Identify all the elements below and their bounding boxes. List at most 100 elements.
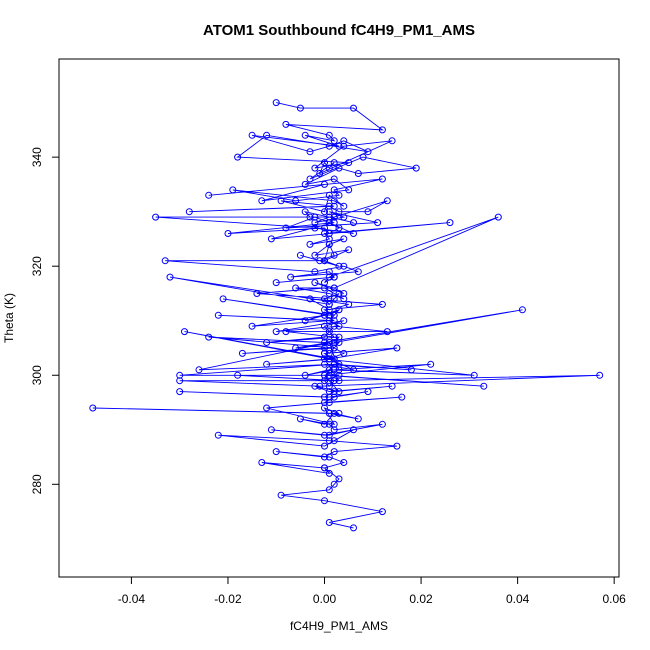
data-point bbox=[321, 442, 328, 450]
data-point bbox=[325, 328, 333, 336]
data-point bbox=[272, 328, 280, 336]
data-point bbox=[388, 382, 396, 390]
x-tick-label: 0.04 bbox=[506, 592, 530, 606]
data-point bbox=[330, 284, 338, 292]
data-point bbox=[316, 382, 324, 390]
data-point bbox=[330, 322, 338, 330]
data-point bbox=[311, 382, 319, 390]
data-point bbox=[407, 366, 415, 374]
data-point bbox=[340, 459, 348, 466]
data-point bbox=[205, 333, 213, 341]
data-point bbox=[238, 349, 246, 357]
data-point bbox=[321, 230, 328, 237]
data-point bbox=[277, 197, 285, 205]
y-axis-label: Theta (K) bbox=[2, 293, 16, 343]
data-point bbox=[325, 230, 333, 237]
x-tick-label: 0.02 bbox=[409, 592, 433, 606]
data-point bbox=[219, 295, 227, 303]
data-point bbox=[350, 524, 357, 532]
data-point bbox=[330, 219, 338, 227]
data-point bbox=[350, 104, 357, 112]
data-point bbox=[340, 213, 348, 221]
data-point bbox=[272, 448, 280, 456]
data-point bbox=[325, 409, 333, 417]
data-point bbox=[229, 186, 237, 194]
data-point bbox=[263, 360, 271, 368]
data-point bbox=[378, 175, 386, 183]
data-point bbox=[306, 295, 314, 303]
data-point bbox=[335, 388, 343, 396]
data-point bbox=[330, 355, 338, 363]
data-layer bbox=[89, 99, 604, 532]
data-point bbox=[325, 420, 333, 428]
data-point bbox=[364, 148, 372, 156]
data-point bbox=[340, 202, 348, 210]
data-point bbox=[248, 322, 256, 330]
data-point bbox=[325, 317, 333, 325]
data-point bbox=[330, 186, 338, 194]
data-point bbox=[301, 371, 309, 379]
data-point bbox=[330, 426, 338, 434]
data-point bbox=[340, 290, 348, 297]
data-point bbox=[325, 339, 333, 346]
data-point bbox=[277, 491, 285, 499]
data-point bbox=[321, 355, 328, 363]
data-point bbox=[427, 360, 435, 368]
data-point bbox=[518, 306, 526, 314]
data-point bbox=[330, 333, 338, 341]
data-point bbox=[330, 448, 338, 456]
data-point bbox=[330, 393, 338, 401]
data-point bbox=[272, 279, 280, 287]
data-point bbox=[378, 300, 386, 308]
data-point bbox=[335, 409, 343, 417]
data-point bbox=[330, 251, 338, 259]
data-point bbox=[330, 409, 338, 417]
data-point bbox=[340, 295, 348, 303]
data-point bbox=[325, 219, 333, 227]
data-point bbox=[480, 382, 488, 390]
chart-title: ATOM1 Southbound fC4H9_PM1_AMS bbox=[203, 22, 475, 39]
data-point bbox=[321, 464, 328, 472]
data-point bbox=[470, 371, 478, 379]
data-point bbox=[325, 393, 333, 401]
data-point bbox=[378, 508, 386, 516]
data-point bbox=[446, 219, 454, 227]
data-point bbox=[383, 328, 391, 336]
data-point bbox=[321, 333, 328, 341]
data-point bbox=[176, 377, 184, 385]
data-point bbox=[321, 497, 328, 505]
data-point bbox=[340, 349, 348, 357]
data-point bbox=[330, 344, 338, 352]
data-point bbox=[325, 311, 333, 319]
data-point bbox=[311, 164, 319, 172]
data-point bbox=[335, 164, 343, 172]
data-point bbox=[350, 366, 357, 374]
data-point bbox=[321, 322, 328, 330]
data-point bbox=[325, 191, 333, 199]
data-point bbox=[330, 159, 338, 167]
data-point bbox=[325, 371, 333, 379]
data-point bbox=[267, 235, 275, 243]
data-point bbox=[166, 273, 174, 281]
data-point bbox=[330, 197, 338, 205]
data-point bbox=[335, 339, 343, 346]
data-point bbox=[330, 311, 338, 319]
data-point bbox=[267, 426, 275, 434]
data-point bbox=[301, 208, 309, 216]
data-point bbox=[340, 262, 348, 270]
data-point bbox=[214, 311, 222, 319]
data-point bbox=[596, 371, 604, 379]
data-point bbox=[287, 273, 295, 281]
data-point bbox=[205, 191, 213, 199]
data-point bbox=[311, 268, 319, 276]
data-point bbox=[263, 131, 271, 139]
data-point bbox=[282, 120, 290, 128]
data-point bbox=[306, 148, 314, 156]
data-point bbox=[301, 131, 309, 139]
series-line bbox=[92, 102, 600, 529]
data-point bbox=[330, 202, 338, 210]
data-point bbox=[152, 213, 160, 221]
data-point bbox=[89, 404, 97, 412]
data-point bbox=[335, 224, 343, 232]
